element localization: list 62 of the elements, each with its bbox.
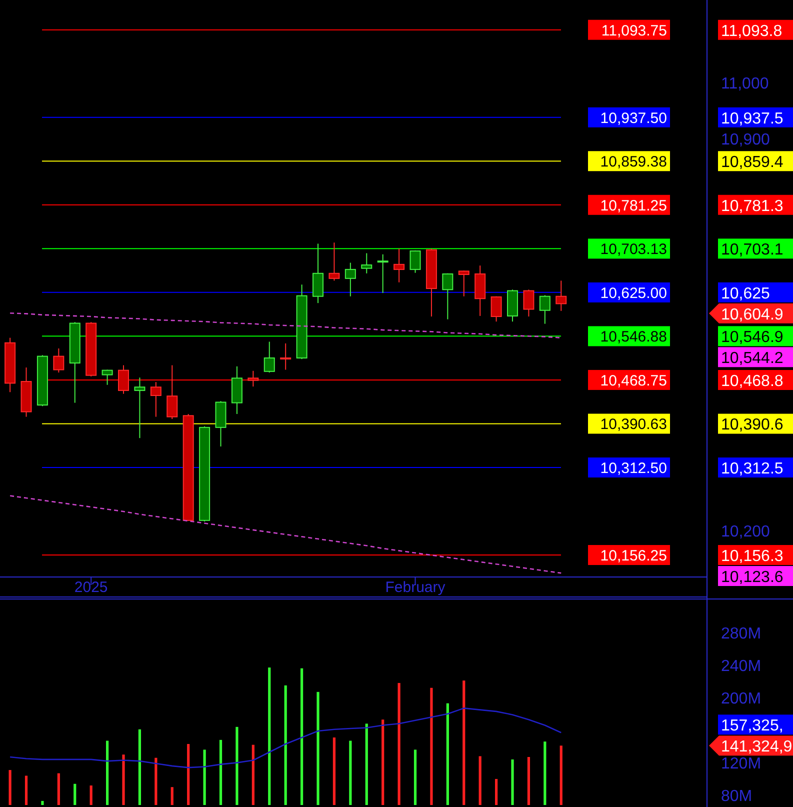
ref-line-label: 10,156.25 [600,548,667,565]
ref-line-label: 10,468.75 [600,372,667,390]
candlestick [523,289,534,318]
text: 141,324,9 [721,738,792,756]
y-tick-label: 10,937.5 [721,110,784,128]
candlestick [442,272,454,320]
ref-line-label: 10,937.50 [600,110,667,127]
y-tick-label: 10,546.9 [721,329,784,346]
y-tick-label: 10,156.3 [721,548,784,566]
ref-line-label: 10,859.38 [600,154,667,171]
candlestick [556,280,567,312]
text: 10,123.6 [721,569,784,586]
y-tick-label: 10,312.5 [721,460,784,478]
ref-line-label: 10,625.00 [600,284,667,302]
candlestick [328,242,340,282]
ref-line-label: 10,312.50 [600,460,667,477]
candlestick [458,270,470,297]
candlestick [102,369,113,386]
candlestick [166,364,178,420]
candlestick [248,370,259,388]
text: 157,325, [721,718,784,735]
candlestick [361,252,372,274]
x-tick-label: February [385,579,446,596]
y-tick-label: 10,468.8 [721,372,784,390]
ref-line-label: 10,546.88 [600,328,667,346]
candlestick [280,342,292,370]
ref-line-label: 10,781.25 [600,197,667,214]
y-tick-label: 10,390.6 [721,416,784,434]
candlestick [312,243,324,304]
line-series [9,312,562,338]
candlestick [118,364,130,394]
y-tick-label: 200M [721,690,762,708]
candlestick [53,348,64,374]
candlestick [490,296,502,322]
candlestick [134,377,146,439]
ref-line-label: 11,093.75 [601,22,667,40]
y-tick-label: 10,781.3 [721,198,784,215]
y-tick-label: 11,000 [721,75,769,92]
candlestick [150,382,162,418]
candlestick [394,248,405,283]
ref-line-label: 10,390.63 [600,416,667,434]
candlestick [377,254,388,294]
y-tick-label: 11,093.8 [721,22,782,40]
candlestick [264,341,275,374]
line-series [9,708,562,768]
candlestick [410,250,421,274]
line-series [9,495,562,574]
candlestick [344,262,356,297]
y-tick-label: 10,703.1 [721,242,784,259]
candlestick [539,294,550,324]
y-tick-label: 10,859.4 [721,154,784,172]
x-tick-label: 2025 [74,579,108,596]
ref-line-label: 10,703.13 [600,241,667,258]
y-tick-label: 280M [721,626,762,643]
text: 10,544.2 [721,350,784,368]
y-tick-label: 10,625 [721,285,770,302]
y-tick-label: 10,200 [721,524,770,541]
y-tick-label: 240M [721,658,762,676]
text: 10,604.9 [721,306,784,324]
y-tick-label: 10,900 [721,131,770,148]
y-tick-label: 120M [721,756,762,773]
y-tick-label: 80M [721,788,752,806]
